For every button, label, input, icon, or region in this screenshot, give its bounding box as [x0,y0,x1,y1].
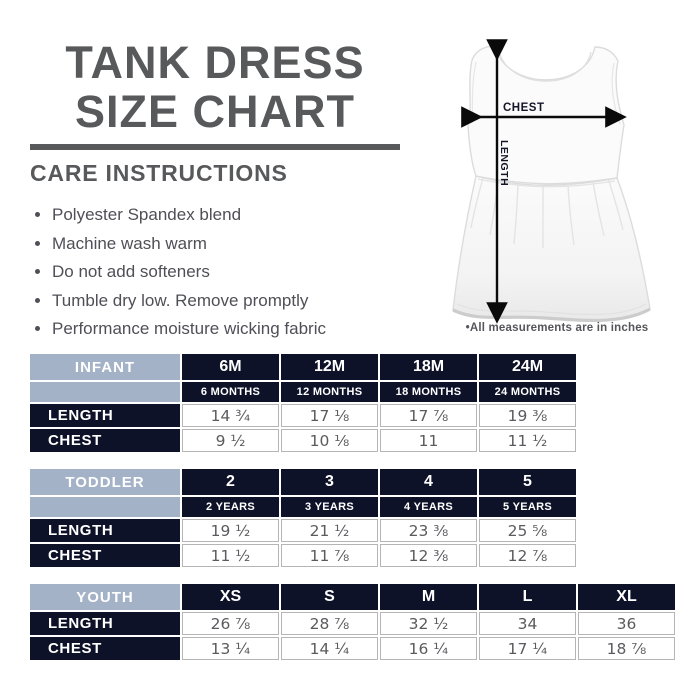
measure-value: 11 ½ [479,429,576,452]
size-header: 4 [380,469,477,495]
measure-value: 17 ⅞ [380,404,477,427]
table-row: LENGTH 14 ¾ 17 ⅛ 17 ⅞ 19 ⅜ [30,404,576,427]
size-subheader: 5 YEARS [479,497,576,517]
table-row: LENGTH 26 ⅞ 28 ⅞ 32 ½ 34 36 [30,612,675,635]
size-subheader: 12 MONTHS [281,382,378,402]
skirt-gathers [470,177,624,248]
measure-value: 13 ¼ [182,637,279,660]
measure-value: 26 ⅞ [182,612,279,635]
measure-value: 9 ½ [182,429,279,452]
measure-value: 17 ⅛ [281,404,378,427]
measure-value: 36 [578,612,675,635]
measure-value: 11 [380,429,477,452]
measure-label: CHEST [30,429,180,452]
table-row: CHEST 9 ½ 10 ⅛ 11 11 ½ [30,429,576,452]
page-title-line2: SIZE CHART [75,86,355,137]
measure-value: 11 ½ [182,544,279,567]
group-label: INFANT [30,354,180,380]
table-row: CHEST 13 ¼ 14 ¼ 16 ¼ 17 ¼ 18 ⅞ [30,637,675,660]
size-table-infant: INFANT 6M 12M 18M 24M 6 MONTHS 12 MONTHS 18 MON… [28,352,578,454]
size-header: XL [578,584,675,610]
size-header: 6M [182,354,279,380]
table-row: CHEST 11 ½ 11 ⅞ 12 ⅜ 12 ⅞ [30,544,576,567]
chest-label: CHEST [503,102,544,114]
measure-value: 14 ¾ [182,404,279,427]
measure-value: 12 ⅜ [380,544,477,567]
measure-value: 16 ¼ [380,637,477,660]
measure-value: 32 ½ [380,612,477,635]
size-table-toddler: TODDLER 2 3 4 5 2 YEARS 3 YEARS 4 YEARS 5 YEARS L… [28,467,578,569]
size-table-youth: YOUTH XS S M L XL LENGTH 26 ⅞ 28 ⅞ 32 ½ 34 36 CHEST 1… [28,582,677,662]
measure-value: 18 ⅞ [578,637,675,660]
measure-value: 34 [479,612,576,635]
care-item: Polyester Spandex blend [52,201,412,230]
length-label: LENGTH [498,140,510,186]
table-row: 6 MONTHS 12 MONTHS 18 MONTHS 24 MONTHS [30,382,576,402]
size-header: 12M [281,354,378,380]
care-instructions-list: Polyester Spandex blendMachine wash warm… [52,201,412,344]
measure-value: 19 ⅜ [479,404,576,427]
dress-bodice [467,45,625,185]
size-header: XS [182,584,279,610]
measure-value: 12 ⅞ [479,544,576,567]
dress-hem-inner [456,303,647,316]
care-item: Do not add softeners [52,258,412,287]
measure-label: LENGTH [30,404,180,427]
dress-skirt [452,175,651,322]
size-header: M [380,584,477,610]
size-header: S [281,584,378,610]
care-item: Performance moisture wicking fabric [52,315,412,344]
size-header: 5 [479,469,576,495]
dress-hem [452,307,651,323]
measurement-note: •All measurements are in inches [465,322,649,334]
size-subheader: 6 MONTHS [182,382,279,402]
title-divider [30,144,400,150]
size-subheader: 2 YEARS [182,497,279,517]
measure-value: 25 ⅝ [479,519,576,542]
measure-value: 23 ⅜ [380,519,477,542]
measure-value: 28 ⅞ [281,612,378,635]
measure-value: 11 ⅞ [281,544,378,567]
group-label-spacer [30,497,180,517]
measure-label: CHEST [30,637,180,660]
page-title: TANK DRESS SIZE CHART [28,38,402,136]
group-label: TODDLER [30,469,180,495]
size-header: 24M [479,354,576,380]
size-header: L [479,584,576,610]
tank-dress-image: CHEST LENGTH [452,39,651,324]
size-subheader: 24 MONTHS [479,382,576,402]
size-header: 18M [380,354,477,380]
care-instructions-heading: CARE INSTRUCTIONS [30,160,288,186]
measure-value: 19 ½ [182,519,279,542]
group-label-spacer [30,382,180,402]
group-label: YOUTH [30,584,180,610]
measure-value: 14 ¼ [281,637,378,660]
size-header: 3 [281,469,378,495]
size-header: 2 [182,469,279,495]
table-row: TODDLER 2 3 4 5 [30,469,576,495]
care-item: Machine wash warm [52,230,412,259]
measure-value: 21 ½ [281,519,378,542]
table-row: LENGTH 19 ½ 21 ½ 23 ⅜ 25 ⅝ [30,519,576,542]
table-row: YOUTH XS S M L XL [30,584,675,610]
care-item: Tumble dry low. Remove promptly [52,287,412,316]
measure-label: LENGTH [30,612,180,635]
table-row: INFANT 6M 12M 18M 24M [30,354,576,380]
measure-value: 17 ¼ [479,637,576,660]
size-subheader: 3 YEARS [281,497,378,517]
measure-value: 10 ⅛ [281,429,378,452]
table-row: 2 YEARS 3 YEARS 4 YEARS 5 YEARS [30,497,576,517]
page-title-line1: TANK DRESS [65,37,365,88]
measure-label: CHEST [30,544,180,567]
measure-label: LENGTH [30,519,180,542]
size-subheader: 18 MONTHS [380,382,477,402]
size-subheader: 4 YEARS [380,497,477,517]
